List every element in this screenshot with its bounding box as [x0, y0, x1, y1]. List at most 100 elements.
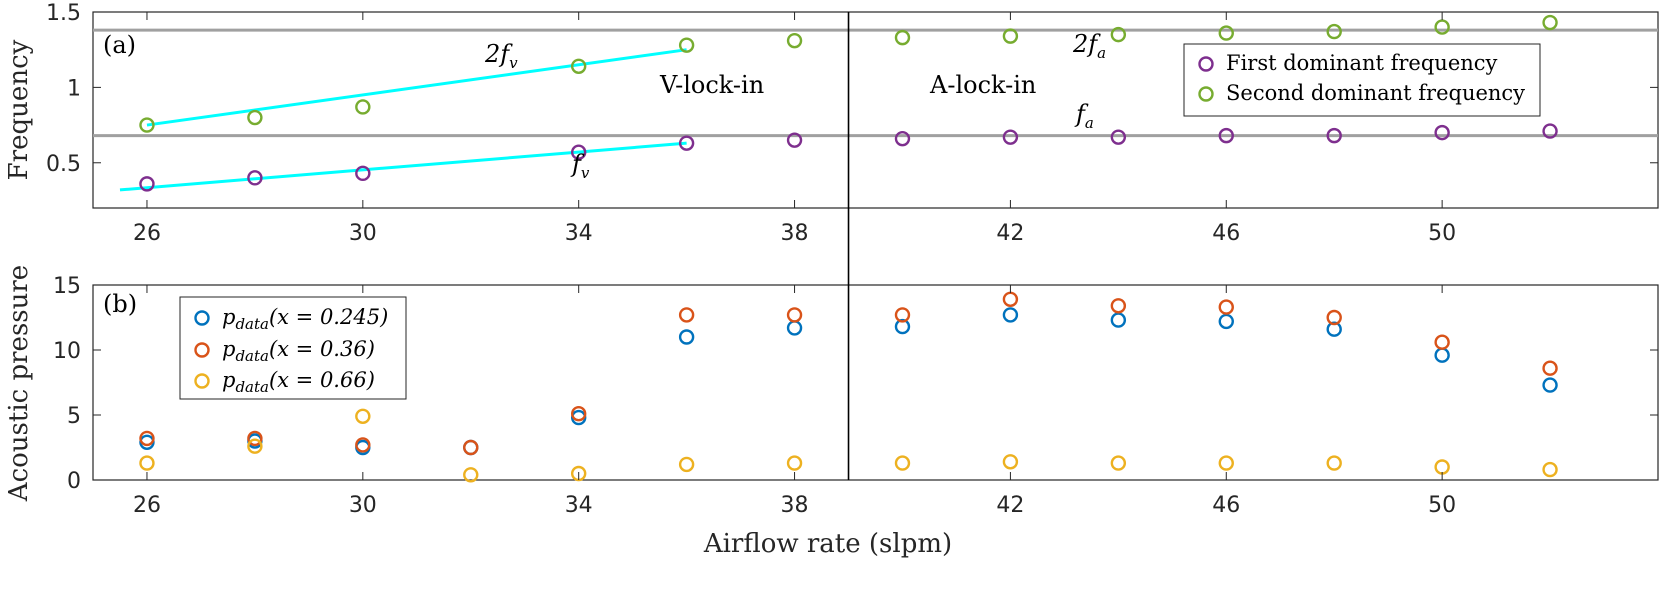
- freq-point-s0-10: [1326, 127, 1342, 144]
- pressure-point-s1-2: [355, 437, 371, 453]
- two-fv-main: 2f: [484, 40, 513, 68]
- pressure-point-s2-9: [1110, 455, 1127, 471]
- pressure-ytick-label-10: 10: [53, 339, 81, 364]
- freq-point-s0-9: [1218, 127, 1234, 144]
- freq-xtick-label-38: 38: [781, 221, 809, 246]
- fit-line-0: [119, 141, 687, 192]
- pressure-point-s1-5: [678, 307, 695, 323]
- freq-point-s1-3: [570, 58, 587, 74]
- freq-point-s1-0: [139, 117, 155, 133]
- legend-x066-sub: data: [235, 378, 269, 396]
- pressure-xtick-label-34: 34: [565, 493, 593, 518]
- a-lock-in-label: A-lock-in: [929, 71, 1036, 99]
- freq-xtick-label-34: 34: [565, 221, 593, 246]
- pressure-point-s0-5: [678, 329, 695, 345]
- legend-label-x066: pdata(x = 0.66): [222, 368, 375, 396]
- freq-point-s1-5: [786, 32, 803, 49]
- freq-point-s0-2: [355, 165, 371, 182]
- freq-point-s1-4: [678, 37, 695, 53]
- legend-marker-first-frequency: [1198, 56, 1214, 72]
- legend-marker-x066: [194, 373, 210, 389]
- pressure-point-s2-3: [463, 467, 479, 483]
- pressure-point-s2-10: [1218, 455, 1234, 471]
- fa-sub: a: [1085, 114, 1094, 132]
- freq-xtick-label-26: 26: [133, 221, 161, 246]
- legend-x066-main: p: [222, 368, 235, 392]
- pressure-ytick-label-15: 15: [53, 274, 81, 299]
- legend-label-x0245: pdata(x = 0.245): [222, 305, 388, 333]
- two-fv-annotation: 2fv: [484, 40, 518, 72]
- pressure-point-s1-4: [570, 406, 587, 422]
- freq-point-s0-12: [1542, 123, 1558, 139]
- x-axis-label: Airflow rate (slpm): [703, 529, 952, 559]
- freq-point-s0-7: [1002, 129, 1019, 145]
- freq-ytick-label-1: 1: [67, 76, 81, 101]
- pressure-point-s2-5: [678, 456, 695, 473]
- legend-marker-x036: [194, 342, 210, 358]
- legend-x0245-sub: data: [235, 315, 269, 333]
- freq-xtick-label-30: 30: [349, 221, 377, 246]
- pressure-point-s1-7: [894, 307, 911, 323]
- freq-point-s0-5: [786, 132, 803, 148]
- legend-x036-rest: (x = 0.36): [269, 337, 375, 361]
- freq-point-s1-12: [1542, 14, 1558, 31]
- pressure-point-s1-11: [1326, 309, 1342, 326]
- freq-point-s0-1: [247, 170, 263, 186]
- freq-xtick-label-42: 42: [996, 221, 1024, 246]
- pressure-point-s0-11: [1326, 321, 1342, 337]
- pressure-point-s2-13: [1542, 461, 1558, 478]
- freq-point-s0-11: [1434, 124, 1450, 141]
- pressure-point-s0-9: [1110, 312, 1127, 328]
- pressure-point-s0-8: [1002, 307, 1019, 323]
- frequency-panel-label: (a): [103, 31, 136, 59]
- pressure-point-s1-13: [1542, 360, 1558, 376]
- pressure-point-s2-2: [355, 408, 371, 424]
- legend-x0245-rest: (x = 0.245): [269, 305, 388, 329]
- pressure-xtick-label-50: 50: [1428, 493, 1456, 518]
- pressure-point-s2-1: [247, 438, 263, 454]
- fit-line-1: [146, 48, 687, 127]
- freq-point-s0-3: [570, 144, 587, 160]
- pressure-point-s2-8: [1002, 454, 1019, 470]
- freq-point-s1-1: [247, 109, 263, 126]
- pressure-point-s0-7: [894, 318, 911, 335]
- freq-point-s1-2: [355, 99, 371, 115]
- frequency-y-axis-label: Frequency: [4, 39, 34, 180]
- freq-ytick-label-1.5: 1.5: [46, 1, 81, 26]
- freq-point-s1-9: [1218, 25, 1234, 41]
- freq-point-s1-7: [1002, 28, 1019, 44]
- freq-point-s0-6: [894, 130, 911, 147]
- freq-point-s1-8: [1110, 26, 1127, 43]
- freq-point-s1-6: [894, 29, 911, 46]
- v-lock-in-label: V-lock-in: [659, 71, 764, 99]
- pressure-point-s1-9: [1110, 298, 1127, 314]
- frequency-legend-box: [1183, 43, 1541, 117]
- legend-label-first-frequency: First dominant frequency: [1226, 51, 1498, 75]
- pressure-point-s2-11: [1326, 455, 1342, 471]
- fv-sub: v: [581, 164, 590, 182]
- pressure-point-s2-7: [894, 455, 911, 471]
- pressure-point-s1-3: [463, 439, 479, 456]
- pressure-xtick-label-30: 30: [349, 493, 377, 518]
- freq-point-s1-11: [1434, 19, 1450, 35]
- legend-x066-rest: (x = 0.66): [269, 368, 375, 392]
- legend-x036-main: p: [222, 337, 235, 361]
- freq-point-s0-4: [678, 135, 695, 151]
- freq-xtick-label-50: 50: [1428, 221, 1456, 246]
- freq-point-s0-0: [139, 176, 155, 192]
- pressure-point-s1-12: [1434, 334, 1450, 350]
- two-fa-sub: a: [1097, 44, 1106, 62]
- pressure-point-s1-1: [247, 430, 263, 447]
- pressure-legend: pdata(x = 0.245) pdata(x = 0.36) pdata(x…: [179, 296, 407, 400]
- pressure-xtick-label-26: 26: [133, 493, 161, 518]
- freq-xtick-label-46: 46: [1212, 221, 1240, 246]
- legend-marker-x0245: [194, 310, 210, 326]
- two-fa-main: 2f: [1072, 30, 1101, 58]
- pressure-point-s1-10: [1218, 299, 1234, 315]
- legend-x0245-main: p: [222, 305, 235, 329]
- legend-x036-sub: data: [235, 347, 269, 365]
- freq-point-s0-8: [1110, 129, 1127, 145]
- pressure-xtick-label-42: 42: [996, 493, 1024, 518]
